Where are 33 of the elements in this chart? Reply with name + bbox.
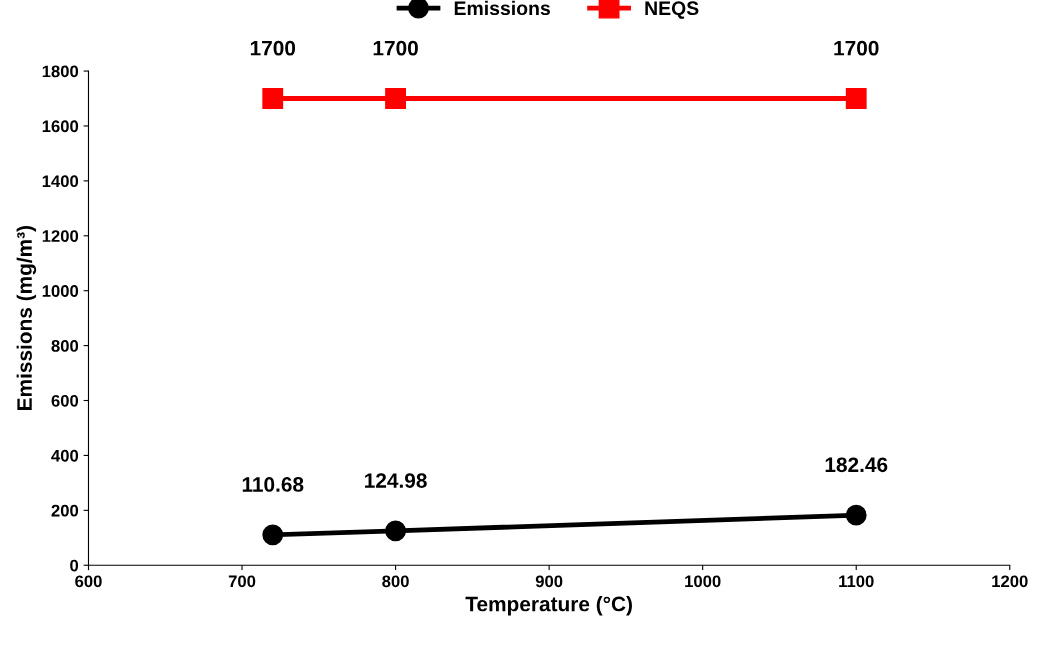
legend-label: Emissions	[454, 0, 550, 16]
data-label: 110.68	[242, 477, 304, 492]
y-tick-label: 0	[70, 559, 79, 572]
x-tick-label: 900	[535, 575, 563, 588]
x-tick-label: 1200	[992, 575, 1028, 588]
x-tick-label: 800	[382, 575, 409, 588]
x-tick-label: 1100	[839, 575, 874, 588]
data-label: 1700	[250, 40, 296, 56]
point	[385, 88, 406, 109]
point	[845, 88, 867, 109]
point	[385, 520, 406, 542]
legend-label: NEQS	[645, 1, 699, 19]
y-tick-label: 400	[51, 449, 79, 462]
data-label: 182.46	[825, 457, 888, 473]
point	[262, 88, 284, 109]
y-tick-label: 1200	[42, 230, 79, 242]
x-tick-label: 600	[75, 575, 102, 588]
data-label: 1700	[834, 40, 879, 56]
y-tick-label: 1800	[42, 65, 79, 78]
y-axis-title: Emissions (mg/m³)	[16, 226, 37, 410]
x-tick-label: 1000	[685, 575, 721, 588]
y-tick-label: 1400	[42, 175, 79, 188]
y-tick-label: 800	[51, 340, 79, 352]
x-tick-label: 700	[228, 575, 256, 588]
y-tick-label: 1600	[42, 120, 79, 133]
y-tick-label: 200	[51, 504, 79, 517]
point	[262, 524, 284, 546]
data-label: 124.98	[365, 473, 427, 488]
x-axis-title: Temperature (°C)	[465, 596, 632, 616]
y-tick-label: 1000	[42, 285, 79, 297]
point	[845, 504, 867, 526]
data-label: 1700	[373, 40, 418, 56]
y-tick-label: 600	[51, 394, 79, 407]
